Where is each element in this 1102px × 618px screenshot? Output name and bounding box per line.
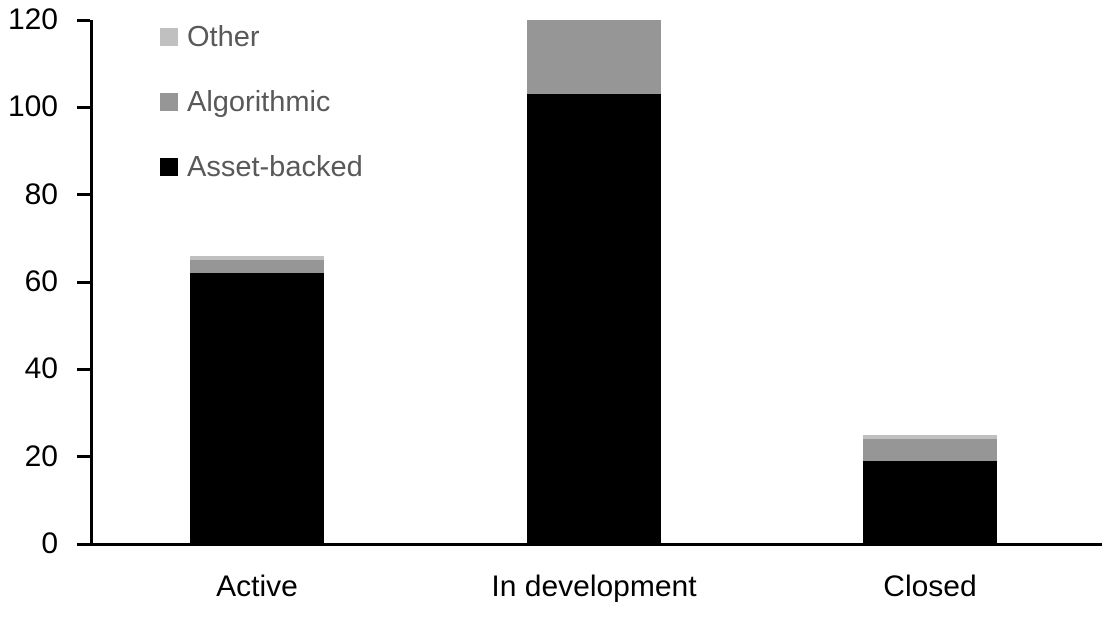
bar-segment-other-active xyxy=(190,255,324,261)
bar-segment-other-closed xyxy=(863,434,997,440)
bar-segment-algorithmic-active xyxy=(190,260,324,274)
y-tick-label: 0 xyxy=(41,527,58,560)
y-tick-mark xyxy=(77,18,90,22)
y-tick-mark xyxy=(77,105,90,109)
y-tick-mark xyxy=(77,280,90,284)
legend-label: Asset-backed xyxy=(187,151,363,183)
legend-item-asset-backed: Asset-backed xyxy=(160,151,363,183)
y-tick-label: 60 xyxy=(24,265,58,298)
x-category-label-active: Active xyxy=(216,570,298,603)
y-tick-label: 80 xyxy=(24,177,58,211)
bar-segment-algorithmic-closed xyxy=(863,439,997,462)
x-category-label-in-development: In development xyxy=(491,570,697,603)
y-tick-label: 100 xyxy=(7,90,58,124)
algorithmic-swatch-icon xyxy=(160,93,178,111)
y-tick-label: 120 xyxy=(7,3,58,36)
y-tick-label: 40 xyxy=(24,352,58,386)
bar-segment-asset-backed-closed xyxy=(863,461,997,544)
legend-label: Algorithmic xyxy=(187,86,331,118)
bar-segment-asset-backed-active xyxy=(190,273,324,544)
other-swatch-icon xyxy=(160,28,178,46)
y-tick-label: 20 xyxy=(24,439,58,473)
x-axis-line xyxy=(77,543,1102,546)
legend-item-other: Other xyxy=(160,21,260,53)
asset-backed-swatch-icon xyxy=(160,158,178,176)
legend-label: Other xyxy=(187,21,260,53)
y-tick-mark xyxy=(77,193,90,197)
x-category-label-closed: Closed xyxy=(883,570,977,603)
y-tick-mark xyxy=(77,367,90,371)
y-axis-line xyxy=(90,20,93,546)
bar-segment-algorithmic-in-development xyxy=(527,20,661,95)
bar-segment-asset-backed-in-development xyxy=(527,94,661,544)
legend-item-algorithmic: Algorithmic xyxy=(160,86,330,118)
y-tick-mark xyxy=(77,455,90,459)
y-tick-mark xyxy=(77,542,90,546)
